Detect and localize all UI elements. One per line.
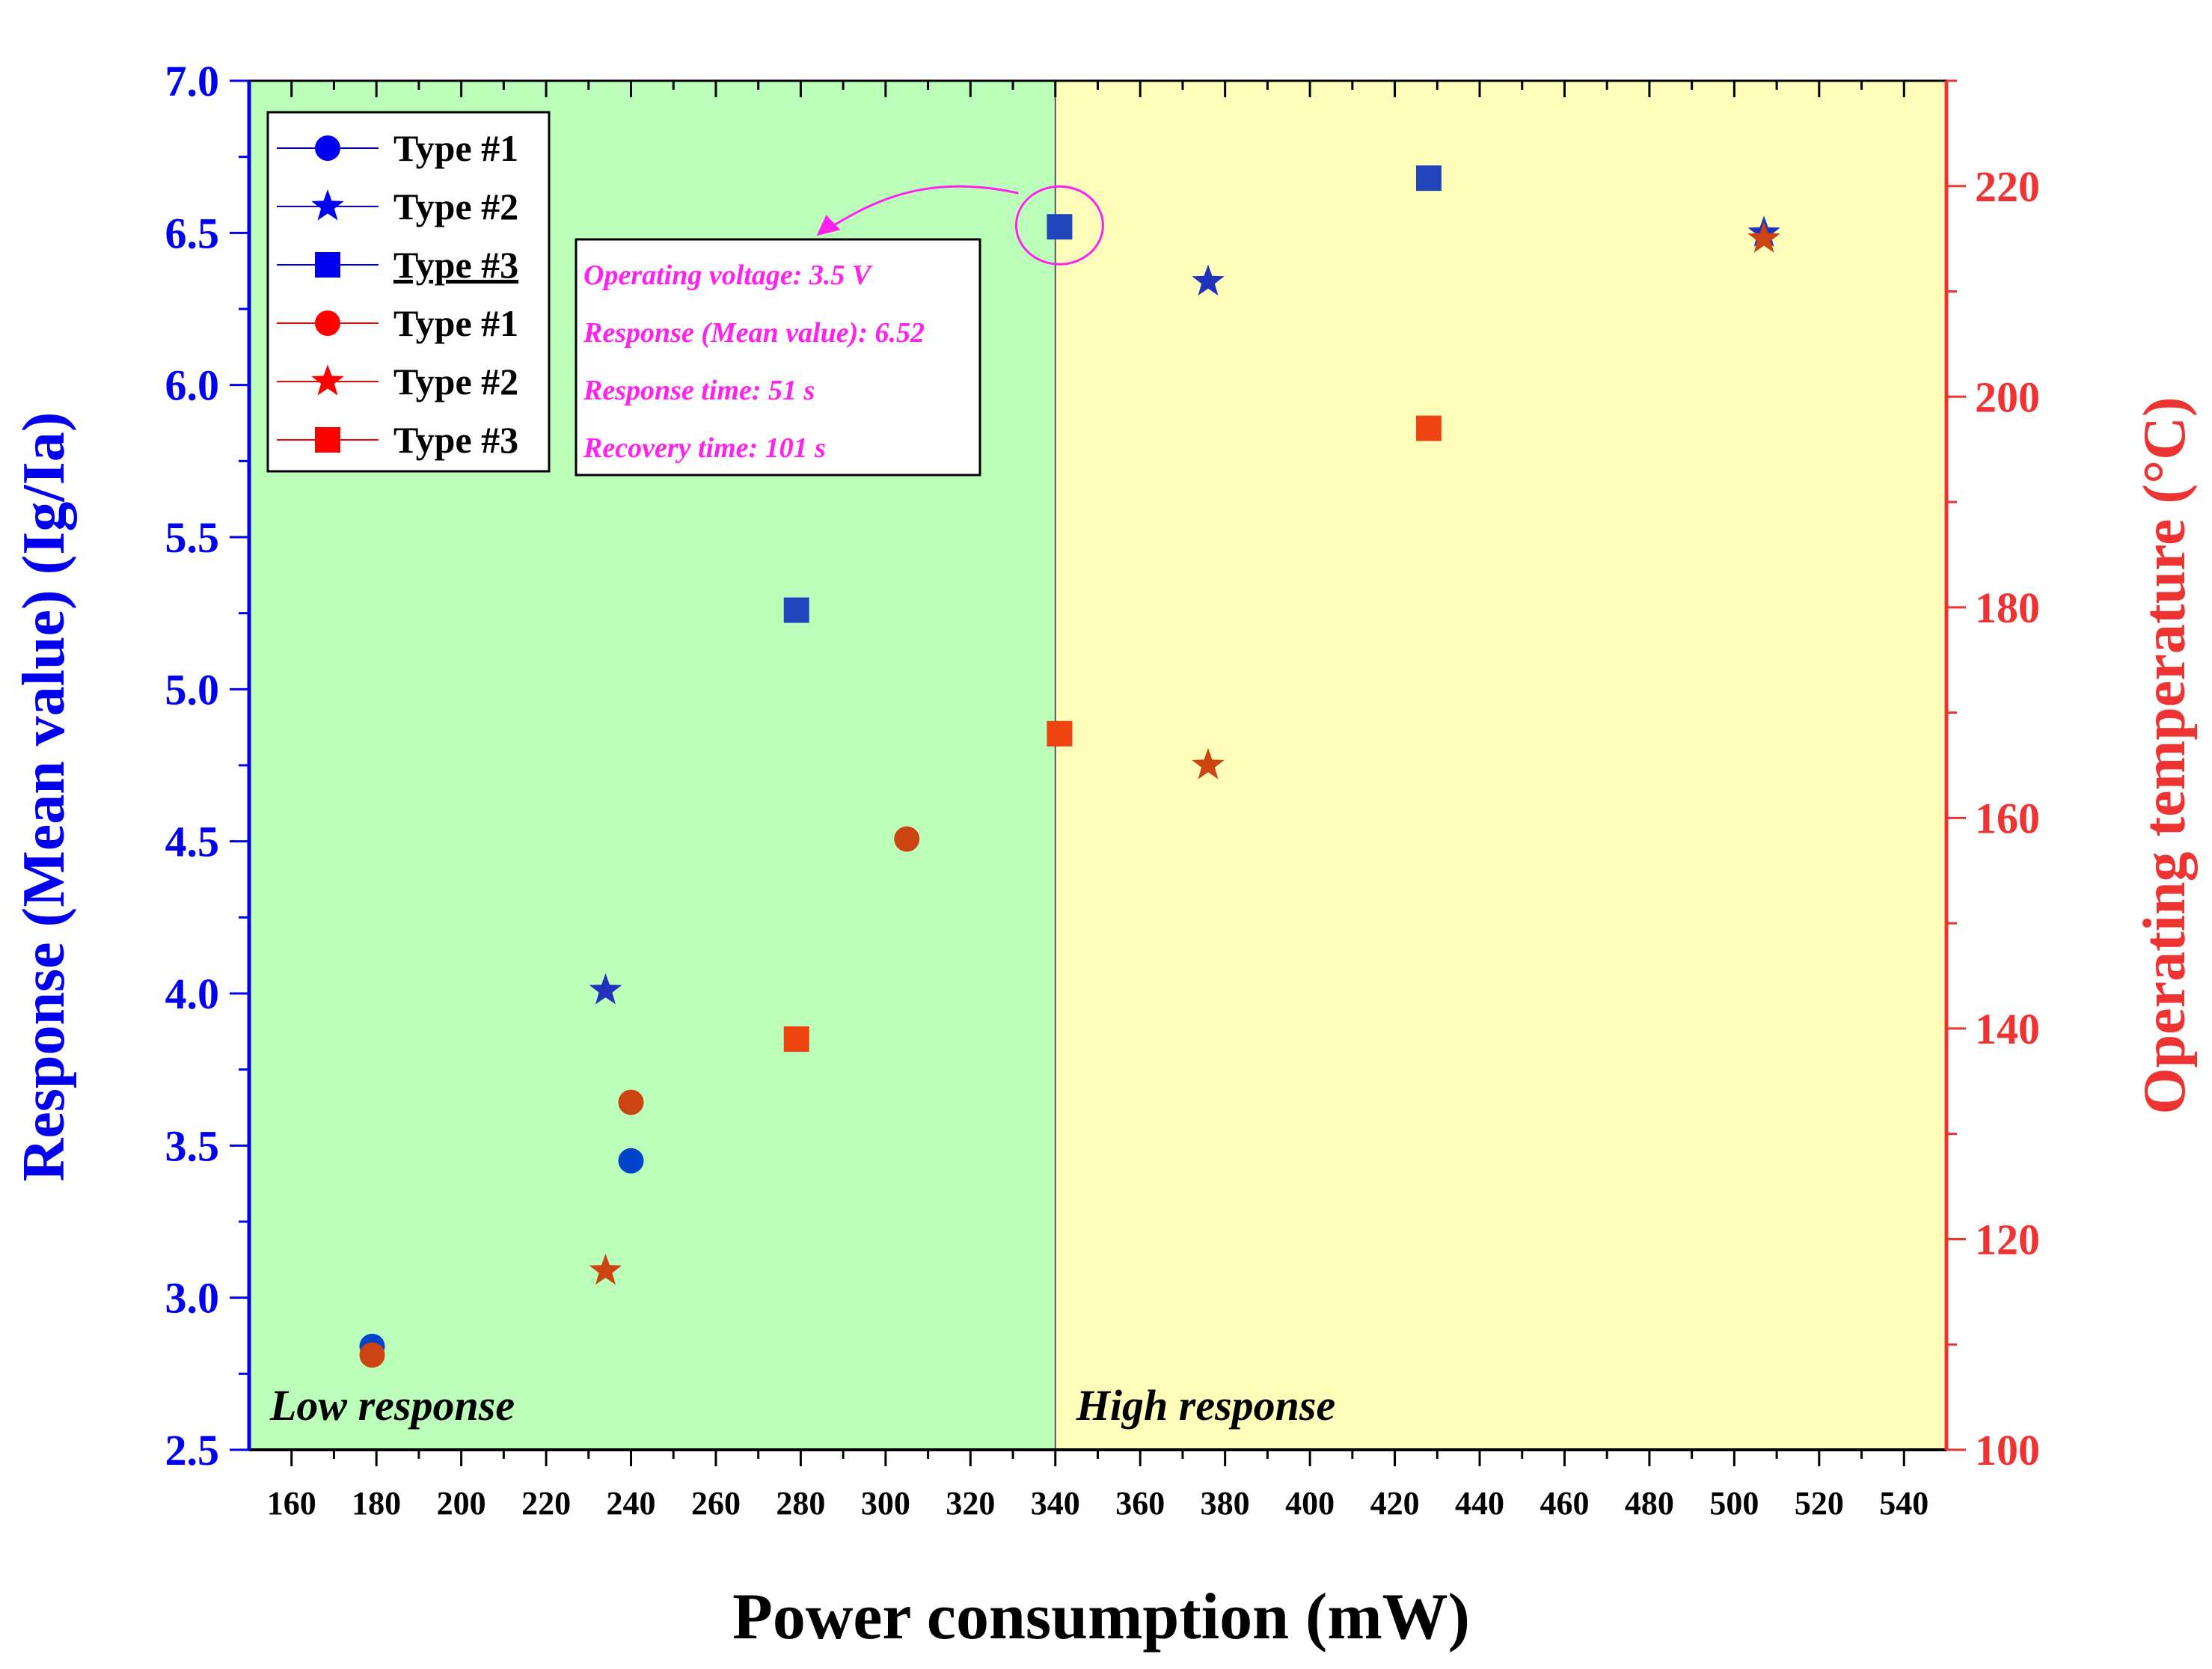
legend-box [266, 111, 551, 473]
highlight-circle [1014, 185, 1104, 266]
y-left-tick-label: 4.0 [165, 970, 220, 1018]
data-point-right-star [589, 1253, 622, 1285]
x-tick-label: 160 [267, 1485, 316, 1522]
annotation-line: Recovery time: 101 s [583, 432, 826, 464]
y-left-tick-label: 7.0 [165, 57, 220, 105]
x-tick-label: 440 [1455, 1485, 1504, 1522]
y-axis-left-label: Response (Mean value) (Ig/Ia) [11, 412, 77, 1182]
annotation-line: Response time: 51 s [583, 375, 815, 406]
legend-label: Type #2 [393, 186, 518, 227]
y-left-tick-label: 3.0 [165, 1274, 220, 1323]
x-tick-label: 460 [1539, 1485, 1589, 1522]
x-tick-label: 520 [1795, 1485, 1844, 1522]
x-tick-label: 320 [946, 1485, 995, 1522]
legend-marker-star [311, 189, 344, 221]
data-point-right-circle [618, 1089, 644, 1115]
y-axis-right-label: Operating temperature (°C) [2132, 396, 2198, 1114]
y-left-tick-label: 5.5 [165, 513, 220, 562]
data-point-right-square [1047, 720, 1073, 747]
legend-label: Type #3 [393, 244, 518, 286]
region-label: High response [1076, 1381, 1335, 1430]
y-right-tick-label: 160 [1975, 794, 2040, 842]
x-tick-label: 300 [861, 1485, 910, 1522]
annotation: Operating voltage: 3.5 V Response (Mean v… [575, 185, 1104, 477]
y-left-tick-label: 4.5 [165, 818, 220, 866]
x-tick-label: 180 [352, 1485, 401, 1522]
y-left-tick-label: 5.0 [165, 665, 220, 714]
legend: Type #1 Type #2 Type #3 Type #1 Type #2 Type … [266, 111, 551, 473]
data-point-right-circle [894, 826, 920, 852]
legend-marker-circle [315, 135, 340, 161]
legend-marker-square [315, 252, 340, 278]
data-point-left-square [1047, 214, 1073, 240]
x-tick-label: 400 [1285, 1485, 1335, 1522]
region-high-response [1055, 81, 1946, 1450]
data-points [359, 165, 1780, 1368]
x-tick-label: 360 [1115, 1485, 1165, 1522]
axis-ticks: 160 180 200 220 240 260 280 300 320 340 360 380 400 4… [165, 57, 2041, 1522]
annotation-box [575, 238, 981, 477]
annotation-line: Response (Mean value): 6.52 [583, 317, 925, 349]
data-point-right-circle [359, 1342, 385, 1368]
legend-marker-square [315, 427, 340, 453]
data-point-left-circle [618, 1148, 644, 1174]
data-point-right-star [1192, 748, 1225, 780]
y-right-tick-label: 100 [1975, 1426, 2040, 1474]
x-tick-label: 340 [1031, 1485, 1080, 1522]
legend-label: Type #1 [393, 127, 518, 169]
y-right-tick-label: 140 [1975, 1005, 2040, 1053]
y-left-tick-label: 3.5 [165, 1121, 220, 1170]
x-tick-label: 260 [691, 1485, 741, 1522]
annotation-line: Operating voltage: 3.5 V [583, 260, 873, 291]
x-tick-label: 540 [1879, 1485, 1928, 1522]
legend-marker-circle [315, 310, 340, 336]
legend-label: Type #3 [393, 419, 518, 461]
x-tick-label: 380 [1201, 1485, 1250, 1522]
data-point-left-star [1192, 264, 1225, 295]
y-right-tick-label: 200 [1975, 373, 2040, 421]
x-tick-label: 200 [437, 1485, 486, 1522]
annotation-arrow-line [830, 185, 1019, 228]
x-tick-label: 280 [776, 1485, 825, 1522]
data-point-right-square [1415, 415, 1442, 441]
data-point-right-square [783, 1026, 809, 1052]
x-tick-label: 420 [1370, 1485, 1420, 1522]
x-tick-label: 220 [521, 1485, 571, 1522]
legend-label: Type #1 [393, 302, 518, 344]
legend-marker-star [311, 364, 344, 396]
legend-label: Type #2 [393, 361, 518, 402]
y-right-tick-label: 220 [1975, 162, 2040, 211]
region-label: Low response [269, 1381, 515, 1430]
y-right-tick-label: 180 [1975, 584, 2040, 632]
data-point-left-square [1415, 165, 1442, 192]
x-tick-label: 480 [1625, 1485, 1674, 1522]
x-tick-label: 240 [607, 1485, 656, 1522]
data-point-right-star [1747, 221, 1780, 253]
annotation-arrowhead [816, 215, 841, 236]
y-right-tick-label: 120 [1975, 1215, 2040, 1264]
data-point-left-star [589, 973, 622, 1005]
x-tick-label: 500 [1709, 1485, 1759, 1522]
y-left-tick-label: 6.5 [165, 209, 220, 257]
y-left-tick-label: 2.5 [165, 1426, 220, 1474]
y-left-tick-label: 6.0 [165, 361, 220, 410]
data-point-left-square [783, 597, 809, 623]
x-axis-label: Power consumption (mW) [732, 1581, 1470, 1653]
